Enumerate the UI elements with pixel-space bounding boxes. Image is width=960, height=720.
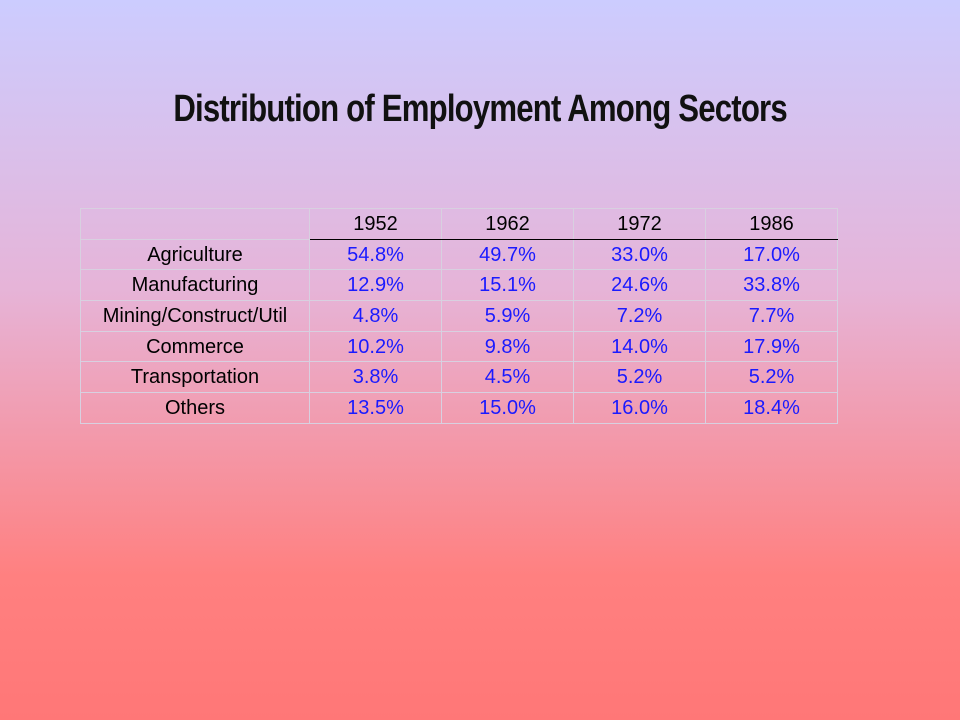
year-header: 1962 bbox=[441, 208, 574, 240]
value-cell: 10.2% bbox=[309, 330, 442, 363]
value-cell: 7.2% bbox=[573, 300, 706, 332]
value-cell: 17.9% bbox=[705, 330, 838, 363]
table-row: Transportation 3.8% 4.5% 5.2% 5.2% bbox=[80, 361, 838, 394]
value-cell: 33.0% bbox=[573, 238, 706, 271]
value-cell: 33.8% bbox=[705, 269, 838, 302]
value-cell: 24.6% bbox=[573, 269, 706, 302]
value-cell: 16.0% bbox=[573, 392, 706, 424]
value-cell: 9.8% bbox=[441, 330, 574, 363]
value-cell: 13.5% bbox=[309, 392, 442, 424]
row-label: Others bbox=[80, 392, 310, 424]
value-cell: 15.0% bbox=[441, 392, 574, 424]
value-cell: 54.8% bbox=[309, 238, 442, 271]
value-cell: 3.8% bbox=[309, 361, 442, 394]
title: Distribution of Employment Among Sectors bbox=[0, 88, 960, 131]
header-row: 1952 1962 1972 1986 bbox=[80, 208, 838, 240]
table-row: Others 13.5% 15.0% 16.0% 18.4% bbox=[80, 392, 838, 424]
year-header: 1986 bbox=[705, 208, 838, 240]
year-header: 1972 bbox=[573, 208, 706, 240]
value-cell: 5.9% bbox=[441, 300, 574, 332]
value-cell: 5.2% bbox=[705, 361, 838, 394]
value-cell: 5.2% bbox=[573, 361, 706, 394]
row-label: Agriculture bbox=[80, 238, 310, 271]
row-label: Commerce bbox=[80, 330, 310, 363]
table-row: Commerce 10.2% 9.8% 14.0% 17.9% bbox=[80, 330, 838, 363]
table-row: Manufacturing 12.9% 15.1% 24.6% 33.8% bbox=[80, 269, 838, 302]
title-text: Distribution of Employment Among Sectors bbox=[173, 88, 787, 130]
value-cell: 4.8% bbox=[309, 300, 442, 332]
year-header: 1952 bbox=[309, 208, 442, 240]
corner-cell bbox=[80, 208, 310, 240]
value-cell: 17.0% bbox=[705, 238, 838, 271]
table: 1952 1962 1972 1986 Agriculture 54.8% 49.7% 33.… bbox=[80, 208, 838, 424]
value-cell: 18.4% bbox=[705, 392, 838, 424]
table-row: Agriculture 54.8% 49.7% 33.0% 17.0% bbox=[80, 238, 838, 271]
row-label: Transportation bbox=[80, 361, 310, 394]
value-cell: 7.7% bbox=[705, 300, 838, 332]
value-cell: 14.0% bbox=[573, 330, 706, 363]
value-cell: 15.1% bbox=[441, 269, 574, 302]
row-label: Manufacturing bbox=[80, 269, 310, 302]
value-cell: 49.7% bbox=[441, 238, 574, 271]
value-cell: 12.9% bbox=[309, 269, 442, 302]
table-row: Mining/Construct/Util 4.8% 5.9% 7.2% 7.7% bbox=[80, 300, 838, 332]
value-cell: 4.5% bbox=[441, 361, 574, 394]
row-label: Mining/Construct/Util bbox=[80, 300, 310, 332]
